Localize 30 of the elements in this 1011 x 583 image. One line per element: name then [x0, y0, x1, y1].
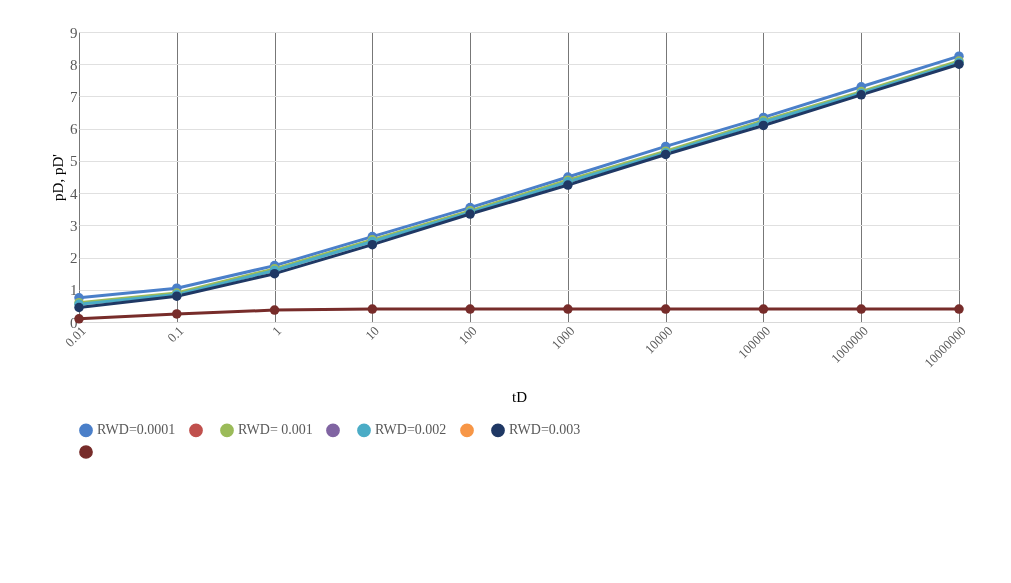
point — [465, 304, 475, 314]
legend-label: RWD= 0.001 — [238, 422, 313, 438]
y-tick-label: 4 — [70, 185, 78, 202]
x-tick-label: 1 — [269, 323, 285, 339]
point — [856, 304, 866, 314]
y-tick-label: 6 — [70, 121, 78, 138]
legend-label: RWD=0.002 — [375, 422, 447, 438]
y-tick-label: 1 — [70, 282, 78, 299]
point — [954, 304, 964, 314]
x-tick-label: 1000 — [548, 323, 578, 353]
y-tick-label: 2 — [70, 250, 78, 267]
y-tick-label: 3 — [70, 217, 78, 234]
x-tick-label: 10 — [362, 323, 383, 343]
point — [758, 120, 769, 131]
y-tick-label: 8 — [70, 56, 78, 73]
point — [660, 304, 671, 314]
y-tick-label: 7 — [70, 88, 78, 105]
x-tick-label: 0.1 — [164, 323, 187, 346]
point — [563, 304, 573, 314]
y-tick-label: 5 — [70, 153, 78, 170]
point — [172, 309, 182, 319]
legend-label: RWD=0.0001 — [97, 422, 176, 438]
point — [269, 305, 280, 315]
x-axis-title: tD — [512, 389, 528, 406]
legend-label: RWD=0.003 — [509, 422, 581, 438]
point — [367, 304, 378, 314]
point — [758, 304, 769, 314]
y-axis-title: pD, pD' — [50, 153, 66, 201]
x-tick-label: 100 — [455, 323, 480, 348]
y-tick-label: 9 — [70, 24, 78, 41]
